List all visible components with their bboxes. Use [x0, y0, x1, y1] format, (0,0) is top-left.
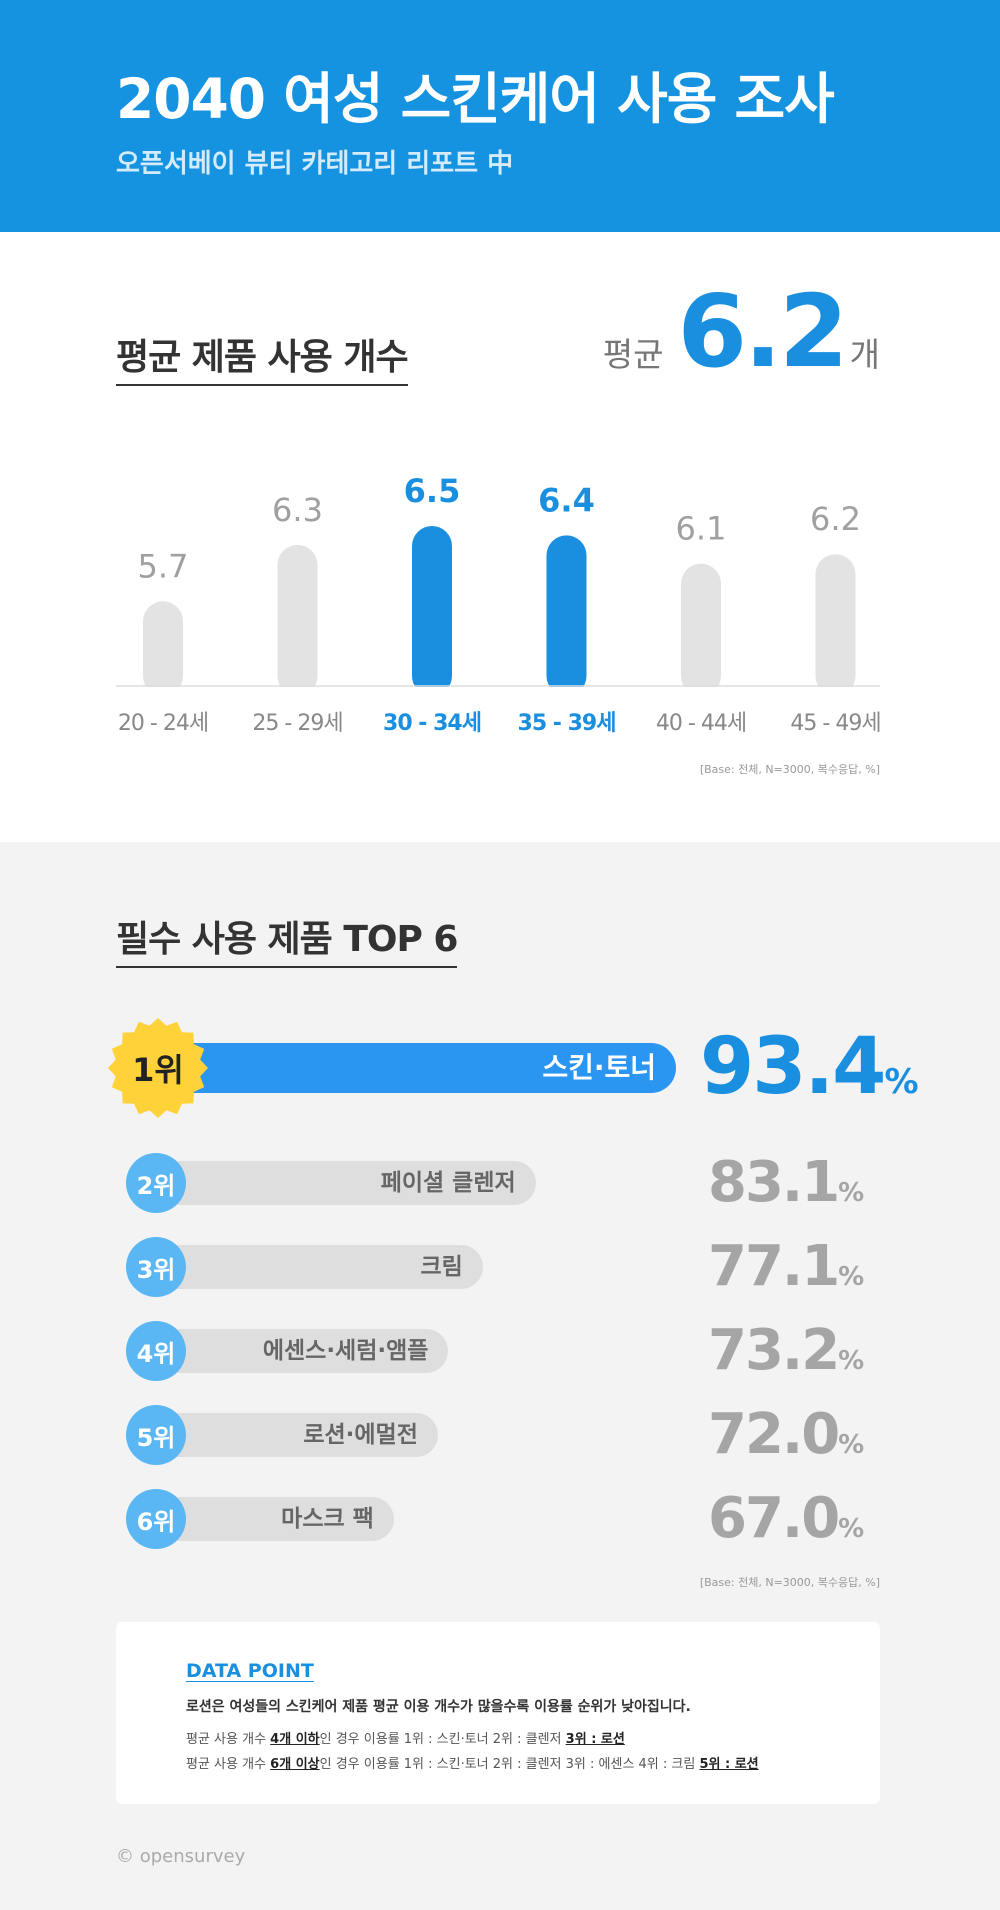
axis-cover: [0, 687, 1000, 699]
category-label-5: 45 - 49세: [790, 711, 880, 736]
rank-bar-1: 스킨·토너: [156, 1043, 676, 1093]
data-point-summary: 로션은 여성들의 스킨케어 제품 평균 이용 개수가 많을수록 이용률 순위가 …: [186, 1699, 691, 1715]
rank-value-number-5: 72.0: [708, 1402, 840, 1467]
copyright-icon: ©: [116, 1846, 134, 1867]
logo-text: opensurvey: [139, 1846, 246, 1867]
rank-value-unit-4: %: [838, 1346, 865, 1376]
dp2-em: 4개 이하: [270, 1732, 320, 1747]
category-label-0: 20 - 24세: [118, 711, 208, 736]
rank-badge-1: 1위: [132, 1051, 184, 1089]
dp3-mid: 인 경우 이용률 1위 : 스킨·토너 2위 : 클렌저 3위 : 에센스 4위…: [319, 1757, 700, 1772]
bar-0: [143, 601, 183, 696]
category-label-2: 30 - 34세: [383, 711, 481, 736]
bar-value-label-1: 6.3: [272, 491, 323, 529]
data-point-line-2: 평균 사용 개수 4개 이하인 경우 이용률 1위 : 스킨·토너 2위 : 클…: [186, 1728, 625, 1747]
rank-value-5: 72.0%: [708, 1407, 864, 1463]
average-usage-section: 평균 제품 사용 개수 평균 6.2 개 5.7 20 - 24세 6.3 25 - …: [0, 232, 1000, 842]
bar-value-label-4: 6.1: [676, 510, 727, 548]
bar-2: [412, 526, 452, 696]
rank-badge-3: 3위: [126, 1237, 186, 1297]
rank-value-2: 83.1%: [708, 1155, 864, 1211]
rank-product-label-4: 에센스·세럼·앰플: [262, 1338, 429, 1364]
bar-value-label-5: 6.2: [810, 500, 861, 538]
bar-value-label-3: 6.4: [538, 481, 595, 519]
average-summary: 평균 6.2 개: [603, 282, 880, 382]
rank-product-label-6: 마스크 팩: [281, 1506, 374, 1532]
rank-value-unit-1: %: [884, 1062, 919, 1102]
rank-value-unit-5: %: [838, 1430, 865, 1460]
bar-5: [815, 554, 856, 696]
category-label-1: 25 - 29세: [252, 711, 342, 736]
page-title: 2040 여성 스킨케어 사용 조사: [116, 67, 835, 131]
rank-value-number-1: 93.4: [700, 1022, 886, 1112]
average-prefix: 평균: [602, 335, 664, 374]
bar-1: [277, 544, 318, 696]
data-point-line-3: 평균 사용 개수 6개 이상인 경우 이용률 1위 : 스킨·토너 2위 : 클…: [186, 1753, 759, 1772]
category-label-3: 35 - 39세: [518, 711, 616, 736]
rank-product-label-2: 페이셜 클렌저: [380, 1170, 516, 1196]
data-point-title: DATA POINT: [186, 1660, 314, 1682]
rank-badge-5: 5위: [126, 1405, 186, 1465]
rank-badge-2: 2위: [126, 1153, 186, 1213]
rank-bar-5: 로션·에멀전: [156, 1413, 438, 1457]
category-label-4: 40 - 44세: [656, 711, 746, 736]
opensurvey-logo: © opensurvey: [116, 1846, 245, 1867]
age-bar-chart: 5.7 20 - 24세 6.3 25 - 29세 6.5 30 - 34세 6.4 35 -…: [0, 472, 1000, 736]
rank-value-4: 73.2%: [708, 1323, 864, 1379]
rank-value-unit-3: %: [838, 1262, 865, 1292]
rank-value-number-3: 77.1: [708, 1234, 840, 1299]
dp2-pre: 평균 사용 개수: [186, 1732, 271, 1747]
rank-value-6: 67.0%: [708, 1491, 864, 1547]
rank-product-label-3: 크림: [420, 1254, 463, 1280]
header-banner: 2040 여성 스킨케어 사용 조사 오픈서베이 뷰티 카테고리 리포트 中: [0, 0, 1000, 232]
dp3-em: 6개 이상: [270, 1757, 320, 1772]
star-shape: [108, 1018, 208, 1118]
base-note-chart: [Base: 전체, N=3000, 복수응답, %]: [699, 763, 880, 776]
rank-value-1: 93.4%: [700, 1028, 919, 1106]
rank-value-number-6: 67.0: [708, 1486, 840, 1551]
page-subtitle: 오픈서베이 뷰티 카테고리 리포트 中: [116, 149, 514, 179]
average-value: 6.2: [677, 273, 848, 390]
rank-badge-6: 6위: [126, 1489, 186, 1549]
base-note-ranking: [Base: 전체, N=3000, 복수응답, %]: [699, 1576, 880, 1589]
rank-value-unit-6: %: [838, 1514, 865, 1544]
rank-value-3: 77.1%: [708, 1239, 864, 1295]
dp3-pre: 평균 사용 개수: [186, 1757, 271, 1772]
rank-value-number-2: 83.1: [708, 1150, 840, 1215]
rank-product-label-1: 스킨·토너: [542, 1051, 656, 1084]
average-unit: 개: [849, 335, 880, 374]
rank-value-unit-2: %: [838, 1178, 865, 1208]
bar-4: [681, 563, 721, 696]
rank-product-label-5: 로션·에멀전: [303, 1422, 418, 1448]
bar-value-label-0: 5.7: [138, 547, 189, 585]
dp2-mid: 인 경우 이용률 1위 : 스킨·토너 2위 : 클렌저: [319, 1732, 566, 1747]
section-title-top6: 필수 사용 제품 TOP 6: [116, 910, 458, 968]
rank-bar-3: 크림: [156, 1245, 483, 1289]
bar-value-label-2: 6.5: [404, 472, 461, 510]
rank-bar-6: 마스크 팩: [156, 1497, 394, 1541]
bar-3: [546, 535, 587, 696]
dp2-em2: 3위 : 로션: [565, 1732, 625, 1747]
rank-bar-4: 에센스·세럼·앰플: [156, 1329, 449, 1373]
rank-badge-4: 4위: [126, 1321, 186, 1381]
rank-value-number-4: 73.2: [708, 1318, 840, 1383]
section-title-average: 평균 제품 사용 개수: [116, 328, 409, 386]
data-point-box: DATA POINT 로션은 여성들의 스킨케어 제품 평균 이용 개수가 많을…: [116, 1622, 880, 1804]
dp3-em2: 5위 : 로션: [699, 1757, 759, 1772]
rank-star-badge-icon: [108, 1018, 208, 1118]
rank-bar-2: 페이셜 클렌저: [156, 1161, 536, 1205]
